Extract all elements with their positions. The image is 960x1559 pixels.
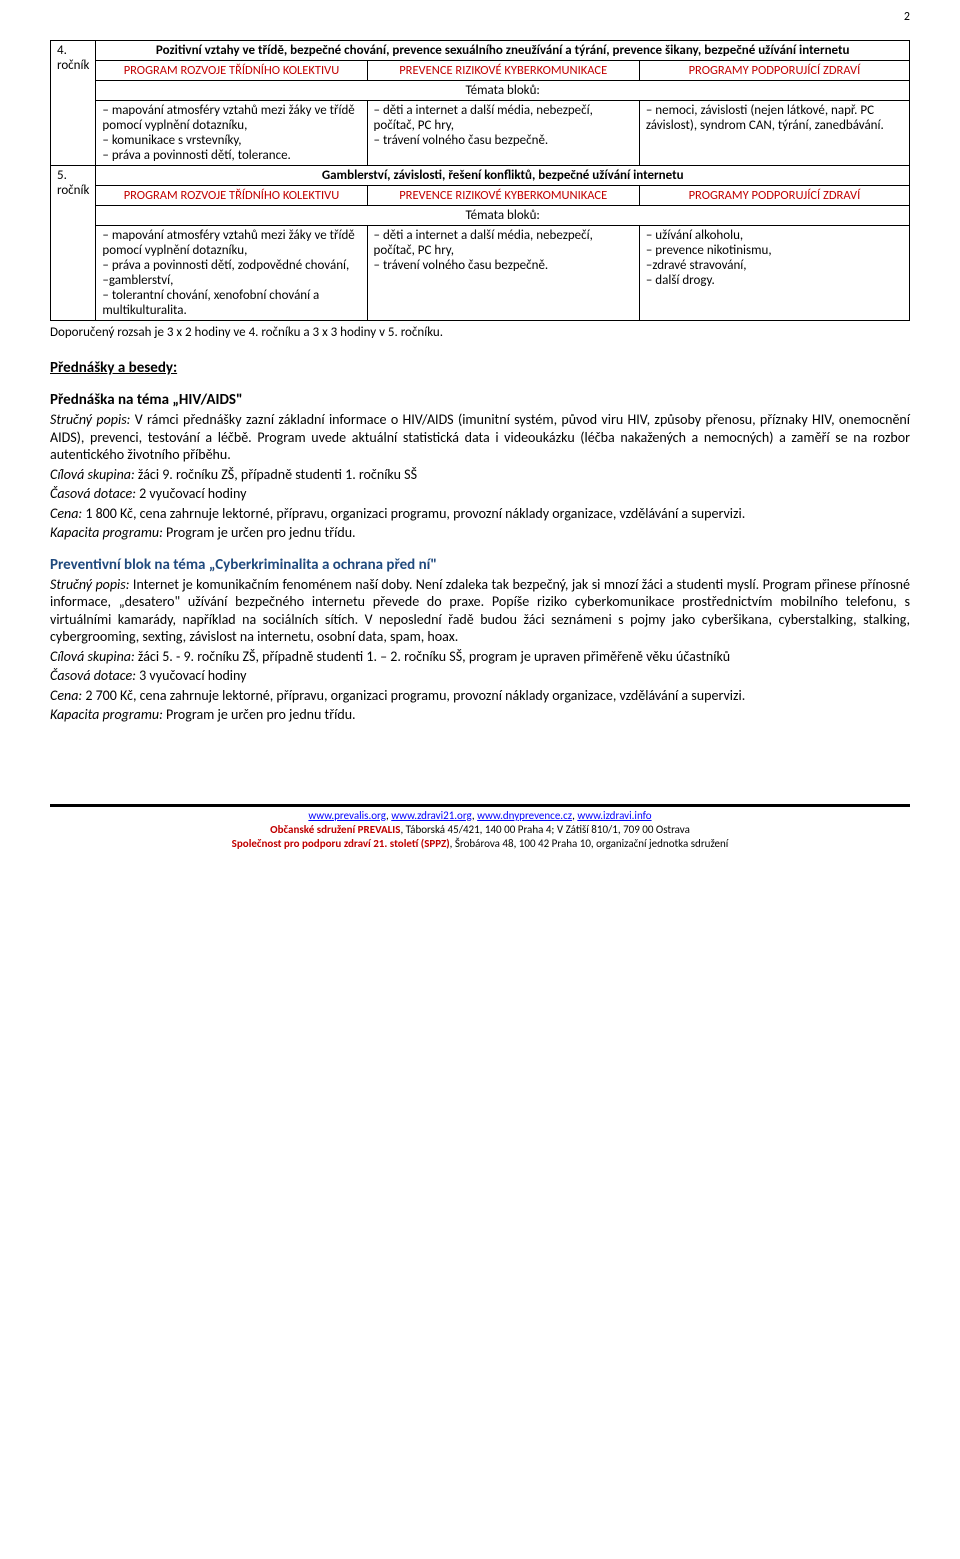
lecture1-capacity-label: Kapacita programu:: [50, 524, 163, 541]
lecture2-price-text: 2 700 Kč, cena zahrnuje lektorné, přípra…: [82, 687, 745, 704]
grade4-content1: – mapování atmosféry vztahů mezi žáky ve…: [96, 101, 367, 166]
lecture1-time-label: Časová dotace:: [50, 485, 136, 502]
footer-org1: Občanské sdružení PREVALIS: [270, 823, 400, 836]
grade5-content3: – užívání alkoholu, – prevence nikotinis…: [639, 226, 909, 321]
grade4-title: Pozitivní vztahy ve třídě, bezpečné chov…: [96, 41, 910, 61]
lecture1-target-text: žáci 9. ročníku ZŠ, případně studenti 1.…: [135, 466, 417, 483]
lecture1-desc-label: Stručný popis:: [50, 411, 130, 428]
grade4-temata: Témata bloků:: [96, 81, 910, 101]
lecture2-capacity: Kapacita programu: Program je určen pro …: [50, 706, 910, 724]
footer-link-4[interactable]: www.izdravi.info: [577, 809, 651, 822]
grade4-table: 4. ročník Pozitivní vztahy ve třídě, bez…: [50, 40, 910, 321]
recommended-scope: Doporučený rozsah je 3 x 2 hodiny ve 4. …: [50, 325, 910, 341]
lecture2-desc-label: Stručný popis:: [50, 576, 129, 593]
lecture2-target: Cílová skupina: žáci 5. - 9. ročníku ZŠ,…: [50, 648, 910, 666]
lecture1-price-text: 1 800 Kč, cena zahrnuje lektorné, přípra…: [82, 505, 745, 522]
grade5-col1-header: PROGRAM ROZVOJE TŘÍDNÍHO KOLEKTIVU: [96, 186, 367, 206]
grade5-title: Gamblerství, závislosti, řešení konflikt…: [96, 166, 910, 186]
grade5-content1: – mapování atmosféry vztahů mezi žáky ve…: [96, 226, 367, 321]
lecture2-time-text: 3 vyučovací hodiny: [136, 667, 247, 684]
grade5-col3-header: PROGRAMY PODPORUJÍCÍ ZDRAVÍ: [639, 186, 909, 206]
footer-links: www.prevalis.org, www.zdravi21.org, www.…: [50, 809, 910, 823]
lecture1-desc-text: V rámci přednášky zazní základní informa…: [50, 411, 910, 463]
lecture2-target-label: Cílová skupina:: [50, 648, 135, 665]
lecture2-desc: Stručný popis: Internet je komunikačním …: [50, 576, 910, 646]
lecture1-capacity: Kapacita programu: Program je určen pro …: [50, 524, 910, 542]
grade5-content2: – děti a internet a další média, nebezpe…: [367, 226, 639, 321]
lecture1-time-text: 2 vyučovací hodiny: [136, 485, 247, 502]
lecture1-title: Přednáška na téma „HIV/AIDS": [50, 391, 910, 409]
footer-org2-addr: , Šrobárova 48, 100 42 Praha 10, organiz…: [450, 837, 729, 850]
lecture2-capacity-text: Program je určen pro jednu třídu.: [163, 706, 356, 723]
grade4-col3-header: PROGRAMY PODPORUJÍCÍ ZDRAVÍ: [639, 61, 909, 81]
lecture2-title: Preventivní blok na téma „Cyberkriminali…: [50, 556, 910, 574]
grade5-col2-header: PREVENCE RIZIKOVÉ KYBERKOMUNIKACE: [367, 186, 639, 206]
lecture2-time-label: Časová dotace:: [50, 667, 136, 684]
lecture1-desc: Stručný popis: V rámci přednášky zazní z…: [50, 411, 910, 464]
lecture1-time: Časová dotace: 2 vyučovací hodiny: [50, 485, 910, 503]
lecture2-price-label: Cena:: [50, 687, 82, 704]
grade5-temata: Témata bloků:: [96, 206, 910, 226]
footer-org2: Společnost pro podporu zdraví 21. stolet…: [232, 837, 450, 850]
grade5-label: 5. ročník: [51, 166, 96, 321]
footer-link-1[interactable]: www.prevalis.org: [308, 809, 386, 822]
page-number: 2: [904, 10, 910, 24]
grade4-col1-header: PROGRAM ROZVOJE TŘÍDNÍHO KOLEKTIVU: [96, 61, 367, 81]
footer-org1-addr: , Táborská 45/421, 140 00 Praha 4; V Zát…: [400, 823, 689, 836]
lecture1-target-label: Cílová skupina:: [50, 466, 135, 483]
lecture1-price-label: Cena:: [50, 505, 82, 522]
lecture1-price: Cena: 1 800 Kč, cena zahrnuje lektorné, …: [50, 505, 910, 523]
lecture2-desc-text: Internet je komunikačním fenoménem naší …: [50, 576, 910, 646]
grade4-label: 4. ročník: [51, 41, 96, 166]
grade4-content2: – děti a internet a další média, nebezpe…: [367, 101, 639, 166]
lecture2-time: Časová dotace: 3 vyučovací hodiny: [50, 667, 910, 685]
lecture1-target: Cílová skupina: žáci 9. ročníku ZŠ, příp…: [50, 466, 910, 484]
footer-link-2[interactable]: www.zdravi21.org: [391, 809, 472, 822]
lecture2-target-text: žáci 5. - 9. ročníku ZŠ, případně studen…: [135, 648, 730, 665]
footer-line2: Občanské sdružení PREVALIS, Táborská 45/…: [50, 823, 910, 837]
grade4-content3: – nemoci, závislosti (nejen látkové, nap…: [639, 101, 909, 166]
footer-line3: Společnost pro podporu zdraví 21. stolet…: [50, 837, 910, 851]
page-footer: www.prevalis.org, www.zdravi21.org, www.…: [50, 804, 910, 852]
lecture2-price: Cena: 2 700 Kč, cena zahrnuje lektorné, …: [50, 687, 910, 705]
lectures-heading: Přednášky a besedy:: [50, 359, 910, 377]
grade4-col2-header: PREVENCE RIZIKOVÉ KYBERKOMUNIKACE: [367, 61, 639, 81]
lecture1-capacity-text: Program je určen pro jednu třídu.: [163, 524, 356, 541]
footer-link-3[interactable]: www.dnyprevence.cz: [477, 809, 572, 822]
lecture2-capacity-label: Kapacita programu:: [50, 706, 163, 723]
